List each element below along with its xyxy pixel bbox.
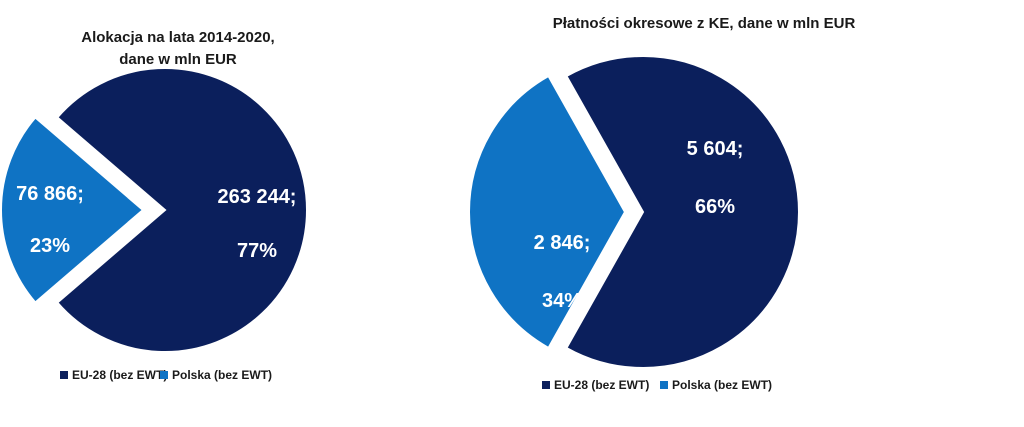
chart-title-line: dane w mln EUR [119,51,237,68]
chart-title-line: Alokacja na lata 2014-2020, [81,29,274,46]
slice-percent-label: 77% [237,240,277,262]
pie-slice-eu28 [565,55,800,369]
chart-title-line: Płatności okresowe z KE, dane w mln EUR [553,15,856,32]
legend-entry: EU-28 (bez EWT) [72,368,167,382]
legend-entry: Polska (bez EWT) [172,368,272,382]
legend-entry: Polska (bez EWT) [672,378,772,392]
legend-swatch [60,371,68,379]
pie-chart-2: Płatności okresowe z KE, dane w mln EUR 5… [468,15,856,392]
slice-percent-label: 23% [30,235,70,257]
slice-percent-label: 34% [542,290,582,312]
pie-slice-polska [0,116,145,304]
pie-slice-eu28 [55,67,308,353]
legend-swatch [660,381,668,389]
pie-chart-1: Alokacja na lata 2014-2020, dane w mln EU… [0,29,308,382]
pie-slice-polska [468,74,627,350]
legend-swatch [542,381,550,389]
slice-percent-label: 66% [695,196,735,218]
slice-value-label: 76 866; [16,183,84,205]
slice-value-label: 5 604; [687,138,744,160]
slice-value-label: 2 846; [534,232,591,254]
slice-value-label: 263 244; [218,186,297,208]
legend-swatch [160,371,168,379]
legend-entry: EU-28 (bez EWT) [554,378,649,392]
chart-legend: EU-28 (bez EWT) Polska (bez EWT) [542,378,772,392]
chart-legend: EU-28 (bez EWT) Polska (bez EWT) [60,368,272,382]
